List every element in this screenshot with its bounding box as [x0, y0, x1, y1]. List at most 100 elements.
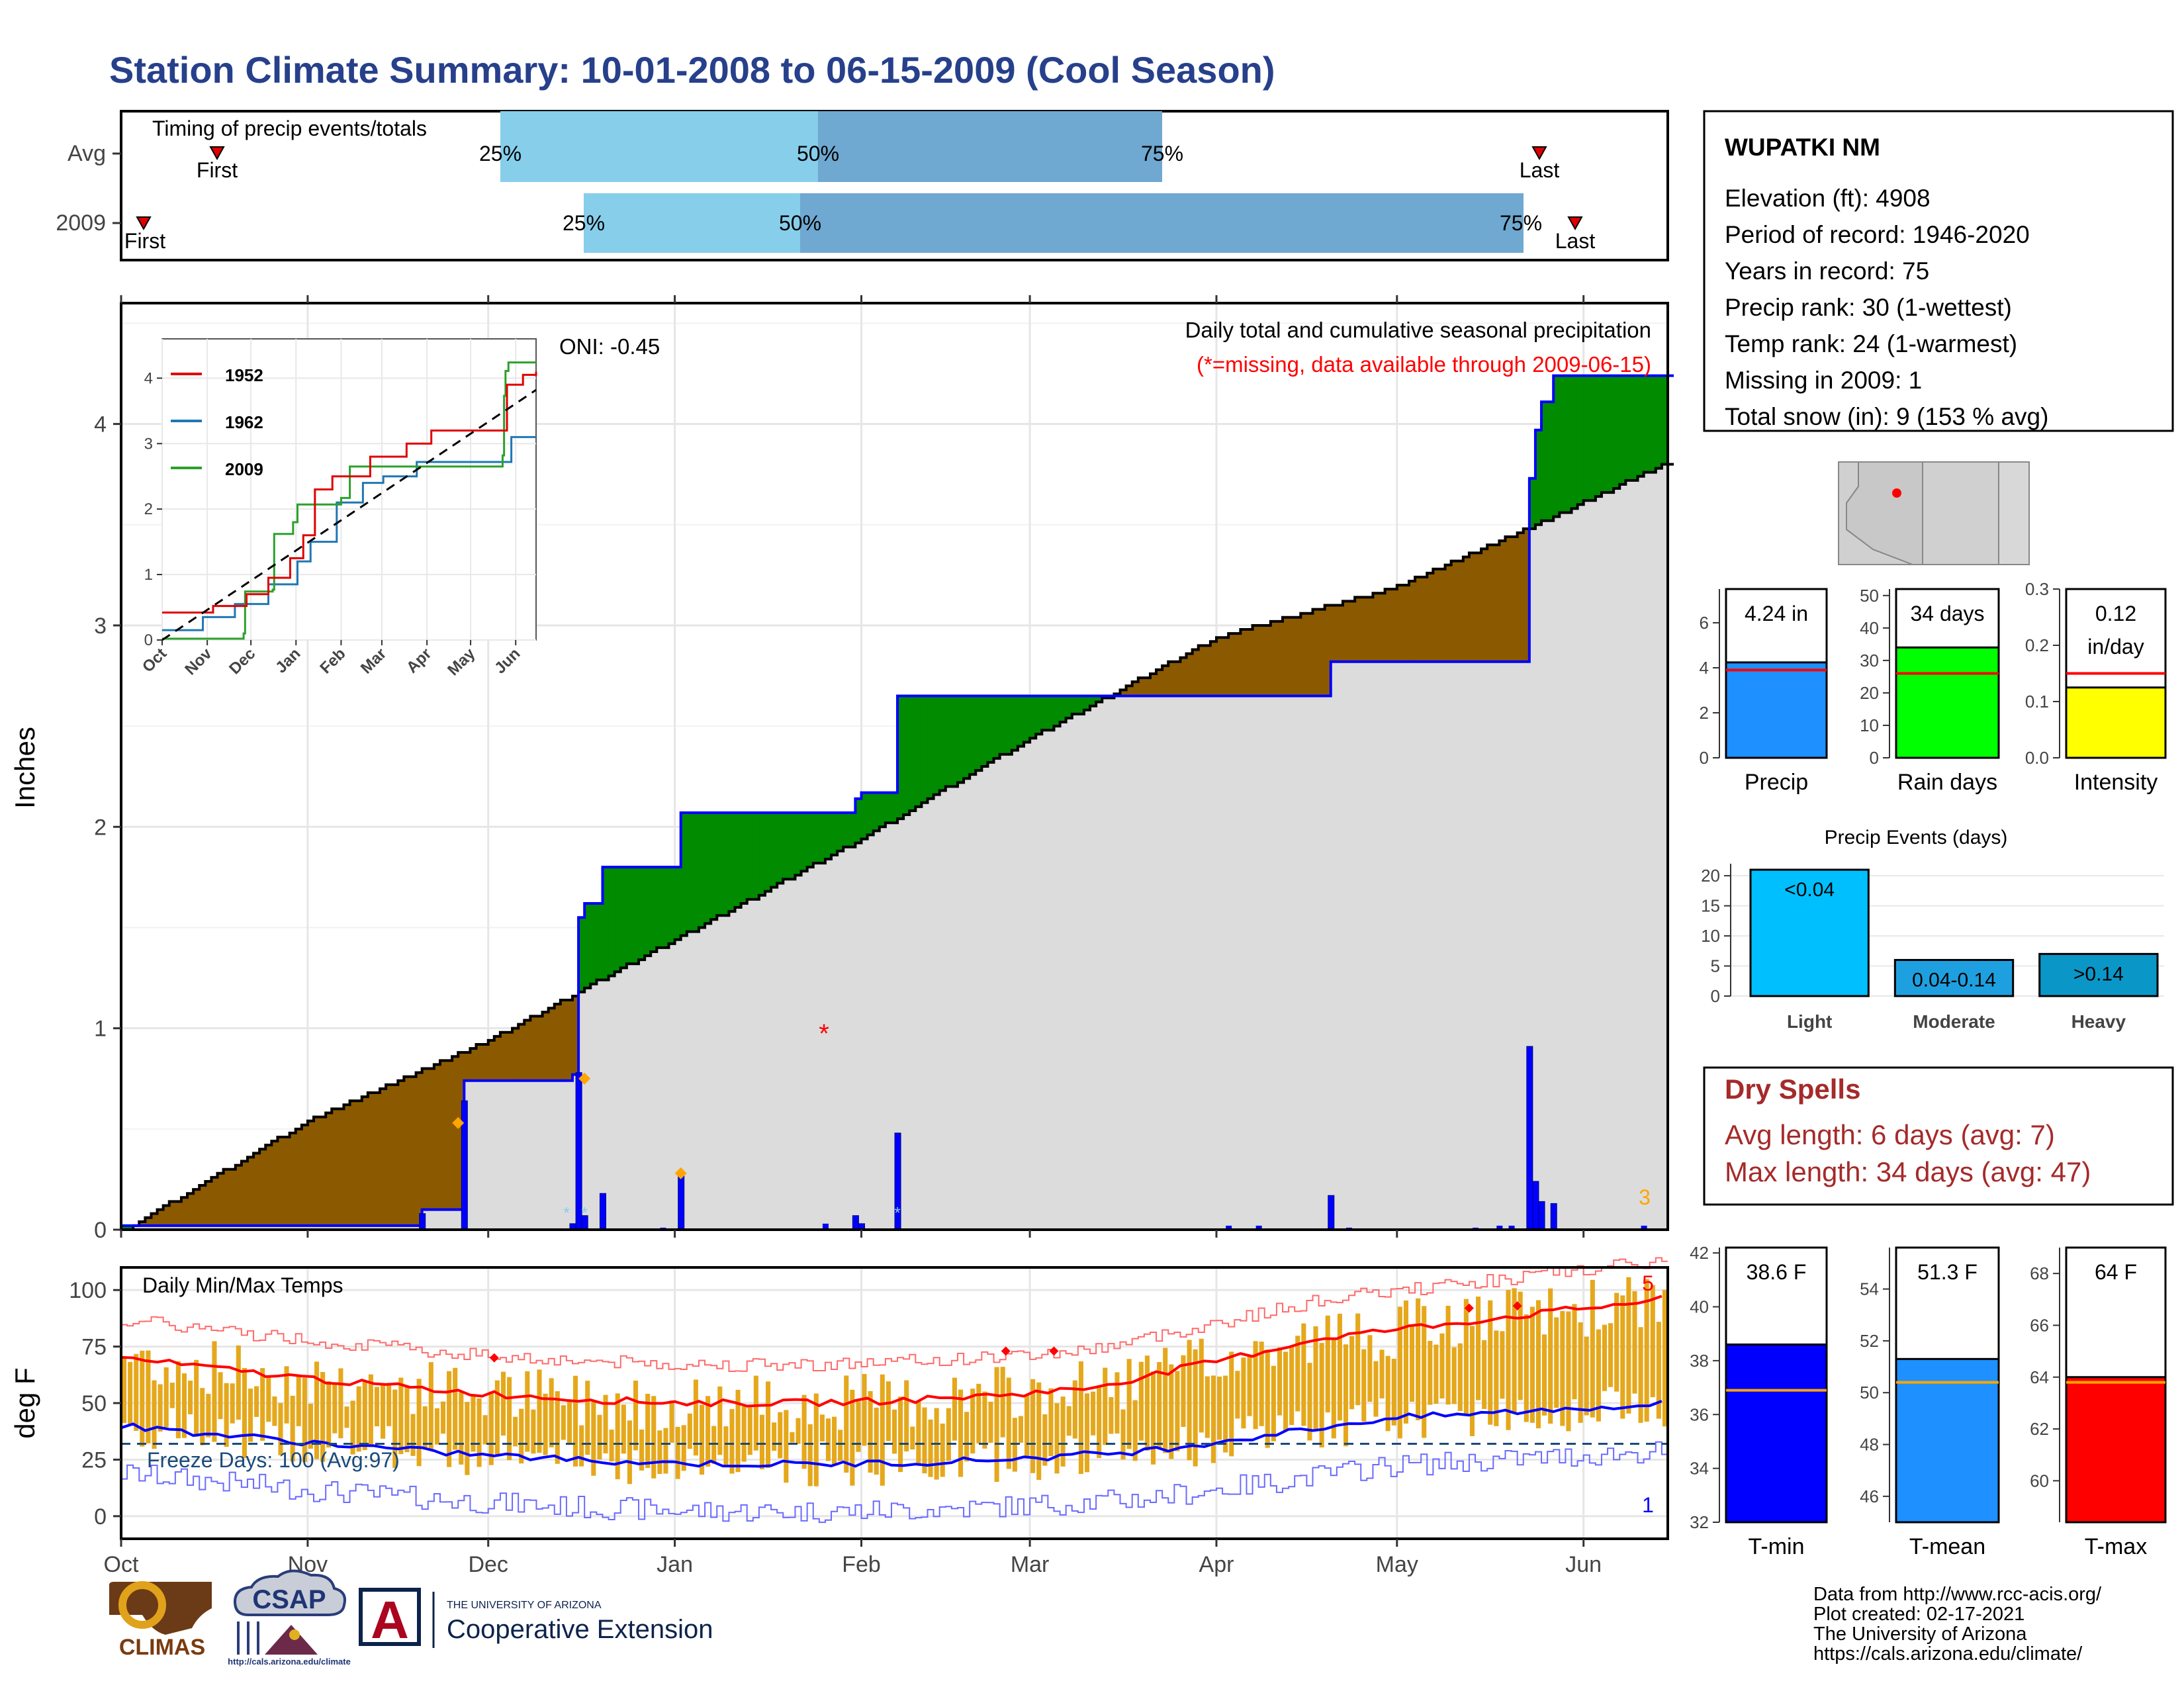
month-label: Dec	[468, 1552, 508, 1577]
precip-base-segment	[771, 887, 778, 1230]
precip-base-segment	[939, 790, 946, 1230]
timing-avg-last-label: Last	[1520, 158, 1560, 182]
precip-base-segment	[157, 1225, 164, 1230]
precip-base-segment	[927, 798, 934, 1230]
precip-surplus-segment	[921, 696, 929, 803]
daily-temp-bar	[1181, 1355, 1186, 1427]
precip-base-segment	[1222, 696, 1229, 1230]
precip-base-segment	[1379, 661, 1386, 1230]
inset-line-1952	[162, 371, 537, 614]
daily-temp-bar	[1157, 1361, 1162, 1448]
precip-surplus-segment	[933, 696, 940, 795]
inset-y-tick-label: 3	[144, 435, 153, 453]
precip-base-segment	[1318, 696, 1326, 1230]
precip-deficit-segment	[1415, 576, 1422, 662]
daily-temp-bar	[723, 1426, 729, 1466]
temp-panel-title: Daily Min/Max Temps	[142, 1273, 343, 1297]
precip-deficit-segment	[229, 1169, 236, 1226]
daily-temp-bar	[248, 1389, 253, 1442]
precip-base-segment	[1614, 488, 1620, 1230]
precip-base-segment	[1451, 661, 1458, 1230]
inset-y-tick-label: 0	[144, 631, 153, 649]
precip-deficit-segment	[1408, 581, 1416, 662]
precip-deficit-segment	[253, 1153, 260, 1226]
precip-deficit-segment	[1312, 609, 1320, 696]
daily-temp-bar	[447, 1371, 452, 1467]
precip-surplus-segment	[1655, 375, 1662, 469]
daily-temp-bar	[790, 1432, 795, 1443]
precip-deficit-segment	[361, 1097, 369, 1226]
station-line: Years in record: 75	[1725, 257, 1929, 285]
daily-temp-bar	[1554, 1317, 1559, 1408]
precip-surplus-segment	[903, 696, 910, 815]
temp-y-axis: 100 75 50 25 0	[69, 1278, 121, 1530]
daily-temp-bar	[1331, 1339, 1336, 1439]
temp-summary-bar-t-mean: 46 48 50 52 54 51.3 F T-mean	[1860, 1246, 2000, 1559]
precip-base-segment	[849, 846, 856, 1230]
precip-base-segment	[320, 1225, 326, 1230]
precip-base-segment	[976, 770, 982, 1230]
timing-row-label-2009: 2009	[56, 210, 106, 236]
precip-deficit-segment	[1252, 625, 1259, 696]
precip-base-segment	[343, 1225, 351, 1230]
daily-temp-bar	[801, 1394, 807, 1469]
summary-y-tick-label: 60	[2030, 1471, 2049, 1490]
observed-cumulative-line	[121, 374, 1674, 1227]
daily-temp-bar	[308, 1403, 313, 1449]
precip-base-segment	[566, 1080, 573, 1230]
precip-base-segment	[404, 1225, 411, 1230]
temp-daily-bars	[122, 1277, 1667, 1486]
summary-bar-value-label: 64 F	[2095, 1260, 2137, 1284]
daily-temp-bar	[699, 1404, 705, 1475]
precip-surplus-segment	[927, 696, 934, 799]
precip-deficit-segment	[139, 1221, 146, 1226]
daily-temp-bar	[266, 1376, 271, 1422]
summary-bar-label: Rain days	[1897, 770, 1997, 795]
daily-temp-bar	[549, 1378, 554, 1447]
precip-surplus-segment	[651, 867, 657, 952]
precip-base-segment	[1643, 472, 1651, 1230]
daily-temp-bar	[314, 1361, 320, 1459]
precip-base-segment	[235, 1225, 242, 1230]
daily-temp-bar	[1602, 1324, 1608, 1391]
csap-logo-text: CSAP	[252, 1585, 326, 1614]
precip-base-segment	[307, 1225, 314, 1230]
precip-surplus-segment	[807, 813, 814, 868]
precip-base-segment	[1349, 661, 1355, 1230]
precip-base-segment	[1505, 661, 1512, 1230]
csap-sun-icon	[289, 1629, 300, 1640]
timing-avg-last-marker	[1531, 146, 1547, 161]
precip-base-segment	[735, 907, 742, 1230]
daily-precip-bar	[1641, 1225, 1647, 1230]
daily-temp-bar	[1548, 1288, 1553, 1424]
precip-deficit-segment	[446, 1060, 453, 1210]
daily-temp-bar	[1066, 1406, 1071, 1436]
precip-base-segment	[680, 935, 688, 1230]
precip-surplus-segment	[705, 813, 711, 924]
precip-surplus-segment	[1577, 375, 1584, 505]
precip-base-segment	[548, 1080, 555, 1230]
precip-deficit-segment	[1427, 572, 1433, 662]
precip-base-segment	[1252, 696, 1259, 1230]
precip-surplus-segment	[121, 1225, 128, 1230]
summary-y-tick-label: 36	[1690, 1404, 1709, 1424]
precip-base-segment	[452, 1209, 459, 1230]
precip-base-segment	[1355, 661, 1361, 1230]
precip-base-segment	[1077, 713, 1085, 1230]
precip-surplus-segment	[1011, 696, 1019, 751]
events-bar-value-label: 0.04-0.14	[1912, 969, 1996, 991]
precip-surplus-segment	[939, 696, 946, 791]
daily-temp-bar	[128, 1361, 133, 1426]
precip-base-segment	[1246, 696, 1253, 1230]
daily-temp-bar	[1596, 1329, 1601, 1422]
precip-deficit-segment	[1192, 649, 1199, 696]
precip-deficit-segment	[1270, 621, 1277, 696]
precip-base-segment	[259, 1225, 266, 1230]
precip-deficit-segment	[277, 1137, 285, 1226]
daily-temp-bar	[1512, 1288, 1517, 1414]
precip-base-segment	[987, 762, 995, 1230]
ua-logo-letter: A	[371, 1590, 409, 1649]
summary-y-tick-label: 20	[1860, 683, 1879, 703]
daily-temp-bar	[338, 1368, 343, 1439]
